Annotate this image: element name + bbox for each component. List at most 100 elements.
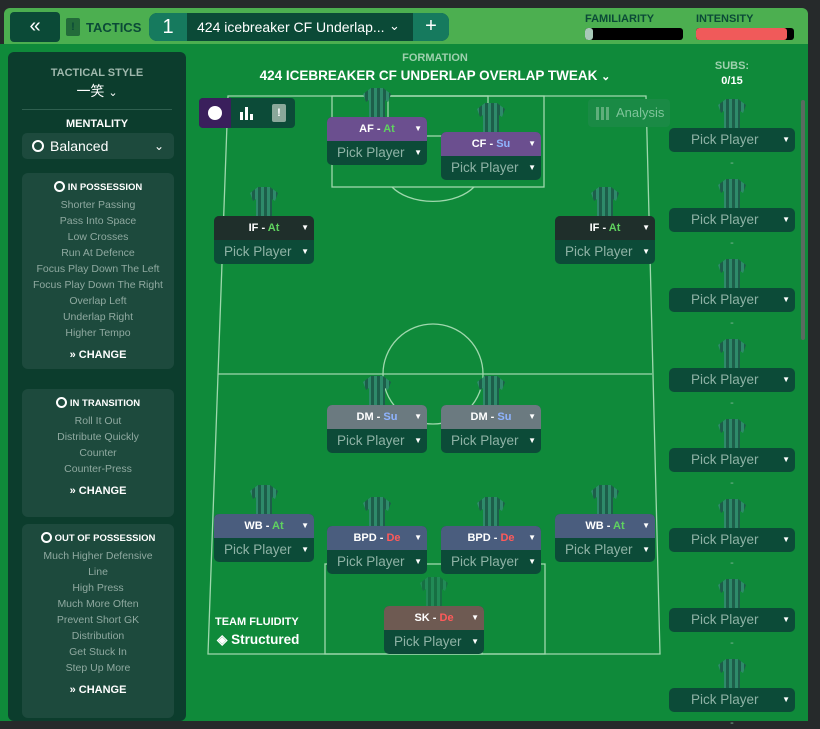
pick-player-dropdown[interactable]: Pick Player ▼ — [327, 550, 427, 574]
caret-down-icon: ▼ — [414, 557, 422, 566]
fluidity-text: Structured — [231, 632, 300, 647]
pick-player-dropdown[interactable]: Pick Player ▼ — [441, 429, 541, 453]
role-selector[interactable]: IF - At ▼ — [214, 216, 314, 240]
role-selector[interactable]: DM - Su ▼ — [441, 405, 541, 429]
sub-slot[interactable]: Pick Player ▼ — [669, 128, 795, 152]
role-selector[interactable]: BPD - De ▼ — [441, 526, 541, 550]
pick-player-dropdown[interactable]: Pick Player ▼ — [669, 208, 795, 232]
caret-down-icon: ▼ — [782, 535, 790, 544]
pick-player-label: Pick Player — [691, 212, 759, 227]
caret-down-icon: ▼ — [471, 613, 479, 622]
tactic-selector[interactable]: 1 424 icebreaker CF Underlap... ⌄ + — [149, 13, 449, 41]
team-fluidity-value[interactable]: ◈ Structured — [217, 632, 299, 648]
player-slot-dm: DM - Su ▼ Pick Player ▼ — [441, 405, 541, 453]
instruction-item: Low Crosses — [67, 231, 129, 243]
player-slot-af: AF - At ▼ Pick Player ▼ — [327, 117, 427, 165]
sub-slot[interactable]: Pick Player ▼ — [669, 688, 795, 712]
section-in-possession: IN POSSESSION Shorter Passing Pass Into S… — [22, 173, 174, 369]
change-button[interactable]: » CHANGE — [22, 485, 174, 497]
caret-down-icon: ▼ — [642, 247, 650, 256]
analysis-label: Analysis — [616, 105, 665, 120]
sub-slot[interactable]: Pick Player ▼ — [669, 448, 795, 472]
section-title: IN POSSESSION — [22, 181, 174, 193]
pick-player-dropdown[interactable]: Pick Player ▼ — [441, 550, 541, 574]
mentality-dropdown[interactable]: Balanced ⌄ — [22, 133, 174, 159]
caret-down-icon: ▼ — [528, 533, 536, 542]
role-duty: Su — [496, 138, 511, 150]
chevron-down-icon[interactable]: ⌄ — [389, 18, 400, 33]
instructions-view-button[interactable]: ! — [263, 98, 295, 128]
caret-down-icon: ▼ — [414, 148, 422, 157]
sub-slot[interactable]: Pick Player ▼ — [669, 288, 795, 312]
pick-player-dropdown[interactable]: Pick Player ▼ — [669, 288, 795, 312]
change-button[interactable]: » CHANGE — [22, 684, 174, 696]
role-selector[interactable]: DM - Su ▼ — [327, 405, 427, 429]
pick-player-dropdown[interactable]: Pick Player ▼ — [669, 528, 795, 552]
pick-player-dropdown[interactable]: Pick Player ▼ — [214, 538, 314, 562]
pick-player-dropdown[interactable]: Pick Player ▼ — [555, 240, 655, 264]
instruction-item: Much More Often — [57, 598, 139, 610]
caret-down-icon: ▼ — [528, 412, 536, 421]
tactics-label: TACTICS — [86, 20, 142, 35]
role-duty: At — [383, 123, 395, 135]
pick-player-dropdown[interactable]: Pick Player ▼ — [441, 156, 541, 180]
pick-player-dropdown[interactable]: Pick Player ▼ — [327, 429, 427, 453]
tactical-style-dropdown[interactable]: 一笑 ⌄ — [8, 81, 186, 101]
shirt-icon — [718, 99, 746, 132]
shirt-icon — [420, 577, 448, 610]
role-selector[interactable]: IF - At ▼ — [555, 216, 655, 240]
intensity-meter[interactable] — [696, 28, 794, 40]
sub-slot[interactable]: Pick Player ▼ — [669, 208, 795, 232]
pick-player-dropdown[interactable]: Pick Player ▼ — [669, 688, 795, 712]
shirt-icon — [718, 419, 746, 452]
formation-dropdown[interactable]: 424 ICEBREAKER CF UNDERLAP OVERLAP TWEAK… — [240, 68, 630, 83]
familiarity-label: FAMILIARITY — [585, 13, 655, 25]
pick-player-dropdown[interactable]: Pick Player ▼ — [384, 630, 484, 654]
section-title: OUT OF POSSESSION — [22, 532, 174, 544]
tactic-name[interactable]: 424 icebreaker CF Underlap... — [197, 19, 385, 35]
double-chevron-right-icon: » — [69, 684, 76, 696]
scrollbar[interactable] — [801, 100, 805, 340]
tactic-number[interactable]: 1 — [149, 13, 187, 41]
role-selector[interactable]: WB - At ▼ — [555, 514, 655, 538]
balanced-icon — [32, 140, 44, 152]
instruction-item: Get Stuck In — [69, 646, 127, 658]
double-chevron-right-icon: » — [69, 485, 76, 497]
familiarity-meter[interactable] — [585, 28, 683, 40]
player-view-button[interactable] — [199, 98, 231, 128]
instruction-item: Run At Defence — [61, 247, 135, 259]
sub-placeholder: - — [730, 157, 734, 169]
caret-down-icon: ▼ — [528, 557, 536, 566]
add-tactic-button[interactable]: + — [413, 13, 449, 41]
role-selector[interactable]: CF - Su ▼ — [441, 132, 541, 156]
role-duty: Su — [497, 411, 512, 423]
analysis-button[interactable]: Analysis — [588, 99, 670, 127]
pick-player-label: Pick Player — [691, 692, 759, 707]
player-slot-wb: WB - At ▼ Pick Player ▼ — [555, 514, 655, 562]
role-duty: De — [500, 532, 515, 544]
pick-player-dropdown[interactable]: Pick Player ▼ — [669, 608, 795, 632]
sub-slot[interactable]: Pick Player ▼ — [669, 608, 795, 632]
role-selector[interactable]: WB - At ▼ — [214, 514, 314, 538]
change-button[interactable]: » CHANGE — [22, 349, 174, 361]
pick-player-dropdown[interactable]: Pick Player ▼ — [214, 240, 314, 264]
pick-player-dropdown[interactable]: Pick Player ▼ — [327, 141, 427, 165]
pick-player-label: Pick Player — [565, 244, 633, 259]
role-selector[interactable]: SK - De ▼ — [384, 606, 484, 630]
pick-player-dropdown[interactable]: Pick Player ▼ — [669, 368, 795, 392]
stats-view-button[interactable] — [231, 98, 263, 128]
sub-slot[interactable]: Pick Player ▼ — [669, 368, 795, 392]
sub-placeholder: - — [730, 557, 734, 569]
pick-player-label: Pick Player — [224, 542, 292, 557]
instruction-item: Prevent Short GK — [56, 614, 140, 626]
back-button[interactable]: « — [10, 12, 60, 42]
pick-player-dropdown[interactable]: Pick Player ▼ — [669, 128, 795, 152]
role-selector[interactable]: AF - At ▼ — [327, 117, 427, 141]
pick-player-label: Pick Player — [565, 542, 633, 557]
role-selector[interactable]: BPD - De ▼ — [327, 526, 427, 550]
pick-player-dropdown[interactable]: Pick Player ▼ — [555, 538, 655, 562]
sub-slot[interactable]: Pick Player ▼ — [669, 528, 795, 552]
player-slot-wb: WB - At ▼ Pick Player ▼ — [214, 514, 314, 562]
pick-player-dropdown[interactable]: Pick Player ▼ — [669, 448, 795, 472]
role-duty: At — [608, 222, 621, 234]
